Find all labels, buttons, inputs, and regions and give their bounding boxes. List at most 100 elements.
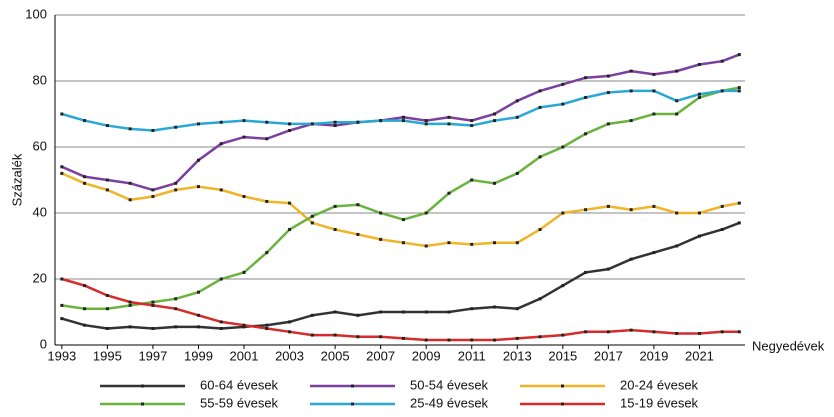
- point-marker: [105, 294, 109, 297]
- point-marker: [652, 72, 656, 76]
- point-marker: [83, 307, 87, 311]
- point-marker: [737, 330, 741, 334]
- point-marker: [606, 122, 610, 126]
- x-tick-label: 2003: [275, 348, 304, 363]
- point-marker: [424, 310, 428, 314]
- point-marker: [174, 325, 178, 329]
- point-marker: [697, 211, 701, 215]
- point-marker: [83, 181, 87, 185]
- point-marker: [265, 251, 269, 255]
- point-marker: [265, 137, 269, 141]
- point-marker: [60, 112, 64, 116]
- point-marker: [310, 122, 314, 126]
- point-marker: [219, 120, 223, 124]
- point-marker: [447, 122, 451, 126]
- point-marker: [196, 313, 200, 317]
- series-line: [61, 172, 740, 248]
- point-marker: [447, 338, 451, 342]
- point-marker: [128, 127, 132, 131]
- point-marker: [652, 89, 656, 93]
- point-marker: [538, 155, 542, 159]
- y-tick-label: 60: [33, 138, 47, 153]
- point-marker: [60, 171, 64, 175]
- point-marker: [424, 244, 428, 248]
- point-marker: [265, 199, 269, 203]
- point-marker: [356, 203, 360, 207]
- point-marker: [493, 181, 497, 185]
- point-marker: [629, 119, 633, 123]
- point-marker: [538, 297, 542, 301]
- point-marker: [219, 188, 223, 192]
- point-marker: [606, 91, 610, 95]
- point-marker: [720, 330, 724, 334]
- point-marker: [561, 82, 565, 86]
- point-marker: [606, 204, 610, 208]
- point-marker: [697, 331, 701, 335]
- point-marker: [447, 115, 451, 119]
- point-marker: [720, 89, 724, 93]
- point-marker: [128, 300, 132, 304]
- point-marker: [629, 208, 633, 212]
- point-marker: [83, 175, 87, 179]
- point-marker: [470, 307, 474, 311]
- point-marker: [288, 201, 292, 205]
- point-marker: [265, 120, 269, 124]
- point-marker: [720, 59, 724, 63]
- point-marker: [379, 310, 383, 314]
- legend-marker: [351, 402, 354, 406]
- point-marker: [515, 115, 519, 119]
- point-marker: [561, 145, 565, 149]
- point-marker: [356, 313, 360, 317]
- point-marker: [242, 135, 246, 139]
- point-marker: [401, 336, 405, 340]
- series-line: [61, 89, 740, 132]
- point-marker: [720, 228, 724, 231]
- point-marker: [310, 221, 314, 225]
- point-marker: [105, 124, 109, 128]
- point-marker: [333, 124, 337, 128]
- point-marker: [242, 270, 246, 274]
- point-marker: [310, 214, 314, 218]
- x-tick-label: 2001: [230, 348, 259, 363]
- point-marker: [219, 320, 223, 324]
- point-marker: [737, 201, 741, 205]
- point-marker: [379, 119, 383, 123]
- point-marker: [493, 241, 497, 245]
- x-axis-label: Negyedévek: [752, 338, 825, 353]
- point-marker: [629, 69, 633, 73]
- point-marker: [242, 325, 246, 329]
- point-marker: [401, 310, 405, 314]
- point-marker: [83, 323, 87, 327]
- point-marker: [174, 181, 178, 185]
- point-marker: [737, 86, 741, 90]
- legend-marker: [351, 384, 354, 388]
- point-marker: [333, 120, 337, 124]
- point-marker: [493, 338, 497, 342]
- point-marker: [196, 158, 200, 162]
- point-marker: [720, 204, 724, 208]
- point-marker: [447, 310, 451, 314]
- point-marker: [737, 89, 741, 93]
- point-marker: [60, 165, 64, 169]
- point-marker: [105, 327, 109, 330]
- x-tick-label: 1993: [47, 348, 76, 363]
- point-marker: [333, 228, 337, 231]
- point-marker: [219, 277, 223, 281]
- point-marker: [697, 96, 701, 99]
- point-marker: [561, 102, 565, 106]
- point-marker: [470, 338, 474, 342]
- point-marker: [60, 317, 64, 321]
- x-tick-label: 2017: [594, 348, 623, 363]
- point-marker: [697, 63, 701, 66]
- point-marker: [60, 303, 64, 307]
- series-line: [61, 277, 740, 342]
- x-tick-label: 2009: [412, 348, 441, 363]
- point-marker: [151, 300, 155, 304]
- point-marker: [265, 327, 269, 330]
- point-marker: [379, 335, 383, 339]
- point-marker: [288, 320, 292, 324]
- point-marker: [737, 53, 741, 57]
- point-marker: [174, 125, 178, 129]
- y-tick-label: 20: [33, 270, 47, 285]
